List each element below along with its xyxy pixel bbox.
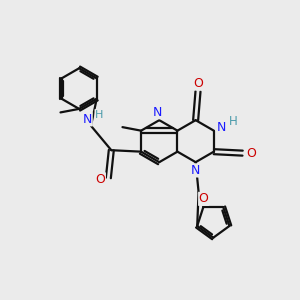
Text: O: O xyxy=(246,147,256,160)
Text: N: N xyxy=(153,106,163,119)
Text: O: O xyxy=(193,77,203,90)
Text: H: H xyxy=(95,110,103,120)
Text: O: O xyxy=(95,173,105,186)
Text: H: H xyxy=(229,115,237,128)
Text: N: N xyxy=(83,113,92,126)
Text: N: N xyxy=(217,121,226,134)
Text: O: O xyxy=(199,192,208,205)
Text: N: N xyxy=(191,164,200,177)
